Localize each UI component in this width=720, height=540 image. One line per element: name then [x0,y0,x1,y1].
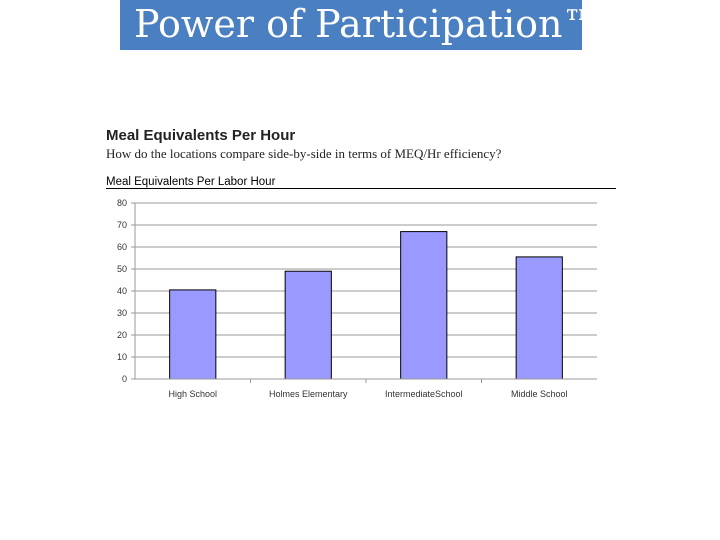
bar [169,289,217,380]
y-tick-label: 40 [117,286,127,296]
bars [169,231,563,380]
report-question: How do the locations compare side-by-sid… [106,146,502,161]
bar [400,231,448,380]
bar-chart: 0 10 20 30 40 50 60 70 80 High School Holmes Elem… [117,198,597,399]
x-tick-labels: High School Holmes Elementary Intermediate… [168,379,568,399]
y-tick-label: 50 [117,264,127,274]
y-tick-labels: 0 10 20 30 40 50 60 70 80 [117,198,127,384]
chart-title: Meal Equivalents Per Labor Hour [106,176,276,188]
chart-title-underline [106,188,616,189]
bar [515,256,563,380]
x-tick-label: Holmes Elementary [269,389,348,399]
axes [134,203,597,380]
report-title: Meal Equivalents Per Hour [106,127,296,144]
banner-title: Power of Participation™ [120,0,582,50]
y-tick-label: 10 [117,352,127,362]
x-tick-label: High School [168,389,217,399]
y-tick-label: 80 [117,198,127,208]
y-tick-label: 30 [117,308,127,318]
x-tick-label: IntermediateSchool [385,389,463,399]
bar [284,270,332,380]
y-tick-label: 20 [117,330,127,340]
y-tick-label: 60 [117,242,127,252]
y-tick-label: 0 [122,374,127,384]
x-tick-label: Middle School [511,389,568,399]
y-tick-label: 70 [117,220,127,230]
